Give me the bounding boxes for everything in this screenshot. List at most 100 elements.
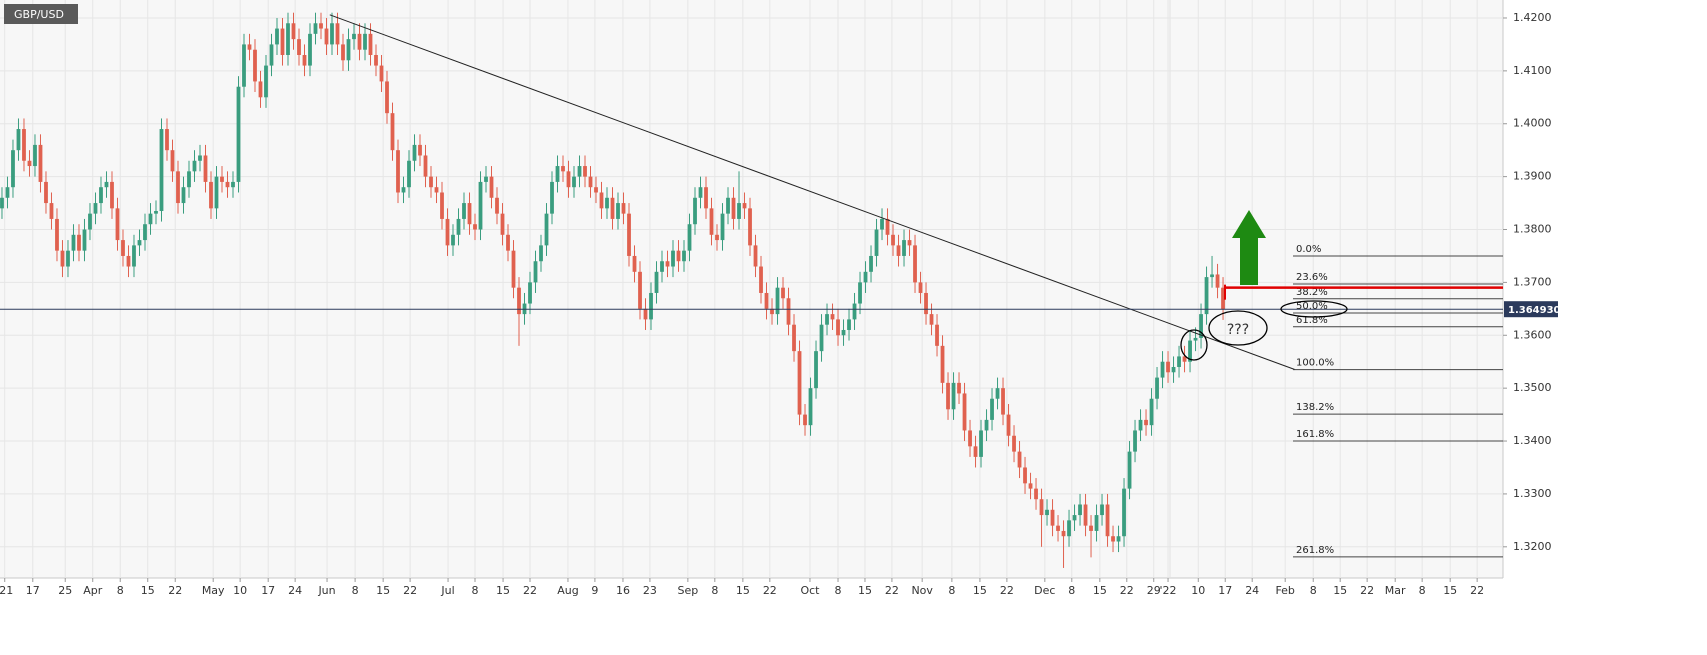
y-tick-label: 1.3400 <box>1513 434 1552 447</box>
candle-body <box>792 324 796 352</box>
trendline <box>329 14 1296 371</box>
x-tick-label: 15 <box>1443 584 1457 597</box>
x-tick-label: 16 <box>616 584 630 597</box>
x-tick-label: 29 <box>1147 584 1161 597</box>
candle-body <box>1166 361 1170 373</box>
x-tick-label: 8 <box>472 584 479 597</box>
candle-body <box>275 28 279 45</box>
candle-body <box>753 245 758 267</box>
x-tick-label: Aug <box>557 584 578 597</box>
candle-body <box>132 245 136 267</box>
candle-body <box>429 176 433 188</box>
candle-body <box>374 54 378 66</box>
candle-body <box>687 224 692 251</box>
x-tick-label: 17 <box>1218 584 1232 597</box>
candle-body <box>440 192 444 219</box>
candle-body <box>1045 509 1049 516</box>
fib-label: 161.8% <box>1296 429 1334 440</box>
x-tick-label: 9 <box>591 584 598 597</box>
candle-body <box>1006 414 1011 436</box>
candle-body <box>935 324 939 346</box>
x-tick-label: 8 <box>1310 584 1317 597</box>
candle-body <box>583 166 587 177</box>
candle-body <box>71 234 76 251</box>
candle-body <box>126 255 131 267</box>
candle-body <box>517 287 521 315</box>
candle-body <box>478 181 483 230</box>
candle-body <box>588 176 593 188</box>
candle-body <box>1133 430 1137 452</box>
x-tick-label: 8 <box>1068 584 1075 597</box>
overlay: 0.0% 23.6% 38.2% 50.0% 61.8% 100.0% 138.2% 161.… <box>0 14 1503 558</box>
candle-body <box>110 181 114 209</box>
candle-body <box>1138 419 1143 431</box>
candle-body <box>671 250 675 267</box>
candle-body <box>511 250 516 288</box>
candle-body <box>220 176 224 182</box>
candle-body <box>704 187 708 209</box>
candle-body <box>33 144 37 167</box>
up-arrow <box>1232 210 1266 285</box>
candle-body <box>148 213 153 225</box>
x-tick-label: 15 <box>858 584 872 597</box>
candle-body <box>616 203 620 219</box>
fib-label: 261.8% <box>1296 545 1334 556</box>
candle-body <box>742 203 747 209</box>
candle-body <box>539 245 543 262</box>
candle-body <box>297 39 301 55</box>
candle-body <box>341 44 345 61</box>
candle-body <box>759 266 763 293</box>
candle-body <box>858 282 862 304</box>
candle-body <box>247 44 252 50</box>
candle-body <box>385 81 389 114</box>
candle-body <box>401 187 406 193</box>
candle-body <box>407 160 411 188</box>
candle-body <box>1105 504 1110 537</box>
candle-body <box>1050 509 1055 526</box>
candle-body <box>891 234 895 246</box>
candle-body <box>874 229 879 256</box>
candle-body <box>594 187 598 193</box>
fib-50-ellipse <box>1280 300 1348 318</box>
candle-body <box>1221 287 1225 310</box>
candle-body <box>352 33 356 40</box>
candle-body <box>1072 515 1077 521</box>
candle-body <box>495 197 499 214</box>
candle-body <box>1023 467 1027 484</box>
fib-label: 61.8% <box>1296 315 1328 326</box>
y-tick-label: 1.3300 <box>1513 487 1552 500</box>
candle-body <box>748 208 752 246</box>
candle-body <box>737 203 741 219</box>
candle-body <box>1100 504 1104 516</box>
fib-label: 38.2% <box>1296 287 1328 298</box>
candle-body <box>467 203 472 225</box>
candle-body <box>676 250 681 262</box>
x-tick-label: 22 <box>763 584 777 597</box>
candle-body <box>896 245 901 256</box>
candle-body <box>176 171 180 204</box>
candle-body <box>814 351 818 389</box>
x-tick-label: 15 <box>1333 584 1347 597</box>
candle-body <box>643 308 648 320</box>
x-tick-label: 22 <box>403 584 417 597</box>
candle-body <box>330 23 334 45</box>
candle-body <box>473 224 477 230</box>
candle-body <box>1199 314 1203 338</box>
candle-body <box>1001 388 1005 415</box>
candle-body <box>566 171 571 188</box>
candle-body <box>181 187 186 204</box>
candle-body <box>5 187 10 198</box>
candle-body <box>456 218 461 235</box>
x-tick-label: 23 <box>643 584 657 597</box>
x-tick-label: 22 <box>168 584 182 597</box>
candle-body <box>995 388 1000 399</box>
candle-body <box>335 23 340 45</box>
candle-body <box>1061 530 1066 537</box>
candle-body <box>940 345 945 383</box>
candle-body <box>88 213 92 230</box>
question-ellipse <box>1208 310 1268 346</box>
fib-label: 23.6% <box>1296 272 1328 283</box>
candle-body <box>1012 435 1016 452</box>
candle-body <box>951 382 956 410</box>
x-tick-label: 15 <box>376 584 390 597</box>
